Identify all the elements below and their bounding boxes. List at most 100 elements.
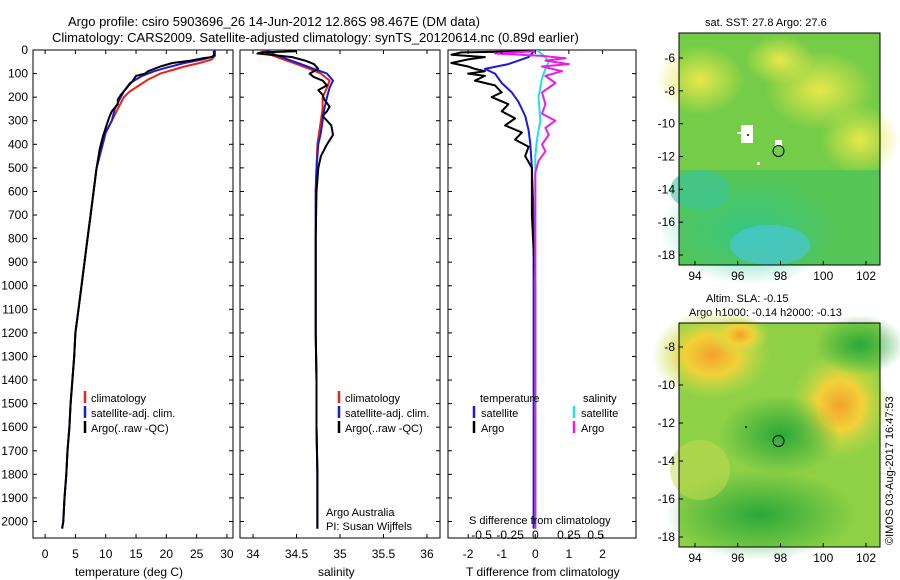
map-y-tick-label: -16 xyxy=(658,492,676,506)
temperature-climatology-line xyxy=(61,50,216,529)
temperature-chart: 0 5 10 15 20 25 30 xyxy=(42,50,234,561)
salinity-chart: 34 34.5 35 35.5 36 xyxy=(246,50,434,561)
map-y-tick-label: -8 xyxy=(664,84,675,98)
map-x-tick-label: 94 xyxy=(688,269,702,283)
map-x-tick-label: 102 xyxy=(856,551,876,565)
salinity-satellite-adj-clim--line xyxy=(265,50,334,529)
depth-tick-label: 0 xyxy=(21,43,28,57)
map-x-tick-label: 98 xyxy=(774,551,788,565)
depth-tick-label: 1000 xyxy=(1,279,28,293)
map-x-tick-label: 94 xyxy=(688,551,702,565)
depth-tick-label: 500 xyxy=(8,161,28,175)
x-tick-label: 0 xyxy=(532,547,539,561)
depth-tick-label: 1300 xyxy=(1,349,28,363)
legend-satellite-adj: satellite-adj. clim. xyxy=(91,408,175,420)
difference-xlabel: T difference from climatology xyxy=(466,565,620,579)
x-tick-label: 34.5 xyxy=(285,547,309,561)
s-tick-label: 0.5 xyxy=(587,528,604,542)
copyright-timestamp: ©IMOS 03-Aug-2017 16:47:53 xyxy=(884,396,896,545)
difference-t-argo-line xyxy=(450,50,537,529)
s-difference-ticks: -0.5 -0.25 0 0.25 0.5 xyxy=(471,528,604,542)
pi-note: PI: Susan Wijffels xyxy=(326,521,412,533)
difference-s-satellite-line xyxy=(534,50,550,529)
legend-climatology: climatology xyxy=(345,393,401,405)
legend-argo: Argo(..raw -QC) xyxy=(345,423,423,435)
s-tick-label: -0.25 xyxy=(496,528,524,542)
sst-map-title: sat. SST: 27.8 Argo: 27.6 xyxy=(705,17,827,29)
depth-tick-label: 2000 xyxy=(1,514,28,528)
x-tick-label: 0 xyxy=(42,547,49,561)
map-x-tick-label: 100 xyxy=(813,551,833,565)
x-tick-label: 1 xyxy=(566,547,573,561)
s-tick-label: 0 xyxy=(532,528,539,542)
x-tick-label: 15 xyxy=(129,547,143,561)
depth-tick-label: 1800 xyxy=(1,467,28,481)
legend-s-satellite: satellite xyxy=(581,408,618,420)
depth-tick-label: 900 xyxy=(8,255,28,269)
map-x-tick-label: 96 xyxy=(731,269,745,283)
depth-tick-label: 1200 xyxy=(1,326,28,340)
salinity-series-group xyxy=(256,50,334,529)
legend-t-argo: Argo xyxy=(481,423,504,435)
difference-series-group xyxy=(450,50,570,529)
difference-chart: -2 -1 0 1 2 xyxy=(450,50,606,561)
legend-satellite-adj: satellite-adj. clim. xyxy=(345,408,429,420)
figure-title: Argo profile: csiro 5903696_26 14-Jun-20… xyxy=(68,14,480,29)
salinity-xlabel: salinity xyxy=(318,565,355,579)
x-tick-label: -1 xyxy=(496,547,507,561)
temperature-satellite-adj-clim--line xyxy=(61,50,216,529)
depth-tick-label: 100 xyxy=(8,67,28,81)
depth-tick-label: 1100 xyxy=(2,302,28,316)
map-y-tick-label: -8 xyxy=(664,340,675,354)
map-x-tick-label: 102 xyxy=(856,269,876,283)
salinity-climatology-line xyxy=(261,50,331,529)
s-tick-label: 0.25 xyxy=(557,528,581,542)
salinity-legend: climatology satellite-adj. clim. Argo(..… xyxy=(337,391,429,435)
map-y-tick-label: -16 xyxy=(658,215,676,229)
depth-tick-label: 1900 xyxy=(1,491,28,505)
legend-climatology: climatology xyxy=(91,393,147,405)
map-y-tick-label: -14 xyxy=(658,182,676,196)
map-y-tick-label: -18 xyxy=(658,248,676,262)
depth-tick-label: 1700 xyxy=(1,444,28,458)
x-tick-label: 35 xyxy=(333,547,347,561)
depth-tick-label: 1600 xyxy=(1,420,28,434)
legend-s-argo: Argo xyxy=(581,423,604,435)
depth-tick-label: 700 xyxy=(8,208,28,222)
s-tick-label: -0.5 xyxy=(471,528,492,542)
x-tick-label: 35.5 xyxy=(372,547,396,561)
x-tick-label: 2 xyxy=(599,547,606,561)
map-y-tick-label: -14 xyxy=(658,454,676,468)
sla-map-title: Altim. SLA: -0.15 xyxy=(706,293,789,305)
sla-map xyxy=(652,310,900,560)
salinity-argo-raw-qc--line xyxy=(256,50,334,529)
map-y-tick-label: -18 xyxy=(658,530,676,544)
figure-subtitle: Climatology: CARS2009. Satellite-adjuste… xyxy=(52,30,579,45)
legend-t-satellite: satellite xyxy=(481,408,518,420)
s-difference-label: S difference from climatology xyxy=(469,515,611,527)
legend-argo: Argo(..raw -QC) xyxy=(91,423,169,435)
depth-tick-label: 200 xyxy=(8,90,28,104)
depth-tick-label: 600 xyxy=(8,184,28,198)
x-tick-label: 36 xyxy=(420,547,434,561)
temperature-legend: climatology satellite-adj. clim. Argo(..… xyxy=(83,391,175,435)
map-y-tick-label: -10 xyxy=(658,378,676,392)
difference-panel xyxy=(447,49,637,539)
x-tick-label: 25 xyxy=(190,547,204,561)
temperature-xlabel: temperature (deg C) xyxy=(75,565,183,579)
x-tick-label: 34 xyxy=(246,547,260,561)
x-tick-label: 30 xyxy=(220,547,234,561)
x-tick-label: 10 xyxy=(99,547,113,561)
sla-map-ticks: 94 96 98 100 102 -8 -10 -12 -14 -16 -18 xyxy=(658,340,877,565)
difference-legend: temperature salinity satellite Argo sate… xyxy=(472,393,618,435)
map-x-tick-label: 98 xyxy=(774,269,788,283)
difference-s-argo-line xyxy=(494,50,570,529)
map-y-tick-label: -12 xyxy=(658,150,676,164)
depth-tick-label: 800 xyxy=(8,232,28,246)
institution-note: Argo Australia xyxy=(326,507,395,519)
x-tick-label: -2 xyxy=(463,547,474,561)
x-tick-label: 5 xyxy=(72,547,79,561)
temperature-panel xyxy=(32,49,234,539)
map-y-tick-label: -6 xyxy=(664,51,675,65)
depth-axis: 0 100 200 300 400 500 600 700 800 900 1000 1100 1200… xyxy=(1,43,636,528)
